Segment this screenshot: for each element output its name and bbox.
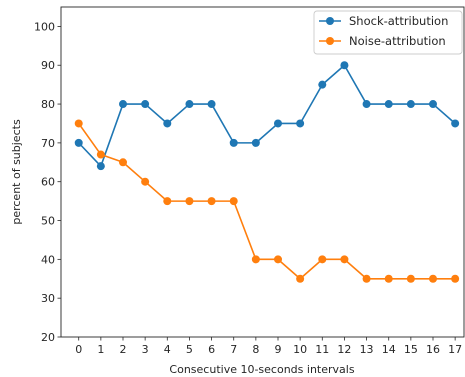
x-tick-label: 0	[75, 343, 82, 356]
x-tick-label: 5	[186, 343, 193, 356]
x-tick-label: 16	[426, 343, 440, 356]
data-point	[362, 274, 371, 283]
series-layer	[74, 61, 460, 283]
x-tick-label: 17	[448, 343, 462, 356]
data-point	[384, 274, 393, 283]
data-point	[318, 80, 327, 89]
series-shock-attribution	[74, 61, 460, 171]
data-point	[274, 119, 282, 128]
data-point	[296, 274, 305, 283]
data-point	[119, 158, 127, 167]
data-point	[207, 100, 216, 109]
x-tick-label: 8	[252, 343, 259, 356]
data-point	[340, 61, 349, 70]
data-point	[451, 274, 460, 283]
data-point	[96, 162, 105, 171]
plot-area	[61, 7, 465, 337]
x-tick-label: 14	[382, 343, 396, 356]
data-point	[384, 100, 393, 109]
y-tick-label: 80	[41, 98, 55, 111]
plot-frame	[60, 6, 465, 338]
legend-marker-shock	[326, 17, 334, 25]
data-point	[406, 100, 415, 109]
data-point	[406, 274, 415, 283]
y-tick-label: 20	[41, 331, 55, 344]
data-point	[96, 150, 105, 159]
y-tick-label: 100	[34, 20, 55, 33]
data-point	[229, 138, 238, 147]
data-point	[163, 197, 172, 206]
x-tick-label: 6	[208, 343, 215, 356]
legend-label-noise: Noise-attribution	[349, 34, 446, 48]
x-tick-label: 13	[360, 343, 374, 356]
x-tick-label: 3	[142, 343, 149, 356]
data-point	[340, 255, 349, 264]
legend-label-shock: Shock-attribution	[349, 14, 448, 28]
data-point	[163, 119, 172, 128]
data-point	[251, 138, 260, 147]
data-point	[207, 197, 216, 206]
data-point	[74, 138, 83, 147]
y-axis-label: percent of subjects	[10, 119, 23, 225]
y-tick-label: 60	[41, 176, 55, 189]
legend-marker-noise	[326, 37, 334, 45]
data-point	[185, 100, 194, 109]
data-point	[229, 197, 238, 206]
data-point	[429, 274, 437, 283]
x-tick-label: 15	[404, 343, 418, 356]
x-tick-label: 4	[164, 343, 171, 356]
x-tick-label: 2	[120, 343, 127, 356]
y-tick-label: 70	[41, 137, 55, 150]
x-tick-label: 10	[293, 343, 307, 356]
data-point	[141, 100, 150, 109]
data-point	[274, 255, 282, 264]
data-point	[251, 255, 260, 264]
y-tick-label: 90	[41, 59, 55, 72]
y-tick-label: 30	[41, 292, 55, 305]
x-tick-label: 9	[275, 343, 282, 356]
data-point	[74, 119, 83, 128]
x-tick-label: 11	[315, 343, 329, 356]
x-tick-label: 7	[230, 343, 237, 356]
data-point	[318, 255, 327, 264]
data-point	[141, 177, 150, 186]
data-point	[185, 197, 194, 206]
data-point	[119, 100, 127, 109]
x-axis-label: Consecutive 10-seconds intervals	[169, 363, 354, 376]
data-point	[451, 119, 460, 128]
data-point	[362, 100, 371, 109]
data-point	[296, 119, 305, 128]
series-noise-attribution	[74, 119, 460, 283]
y-tick-label: 40	[41, 253, 55, 266]
legend: Shock-attribution Noise-attribution	[313, 10, 463, 55]
legend-box	[313, 10, 463, 55]
x-tick-label: 12	[337, 343, 351, 356]
data-point	[429, 100, 437, 109]
x-tick-label: 1	[97, 343, 104, 356]
y-tick-label: 50	[41, 215, 55, 228]
